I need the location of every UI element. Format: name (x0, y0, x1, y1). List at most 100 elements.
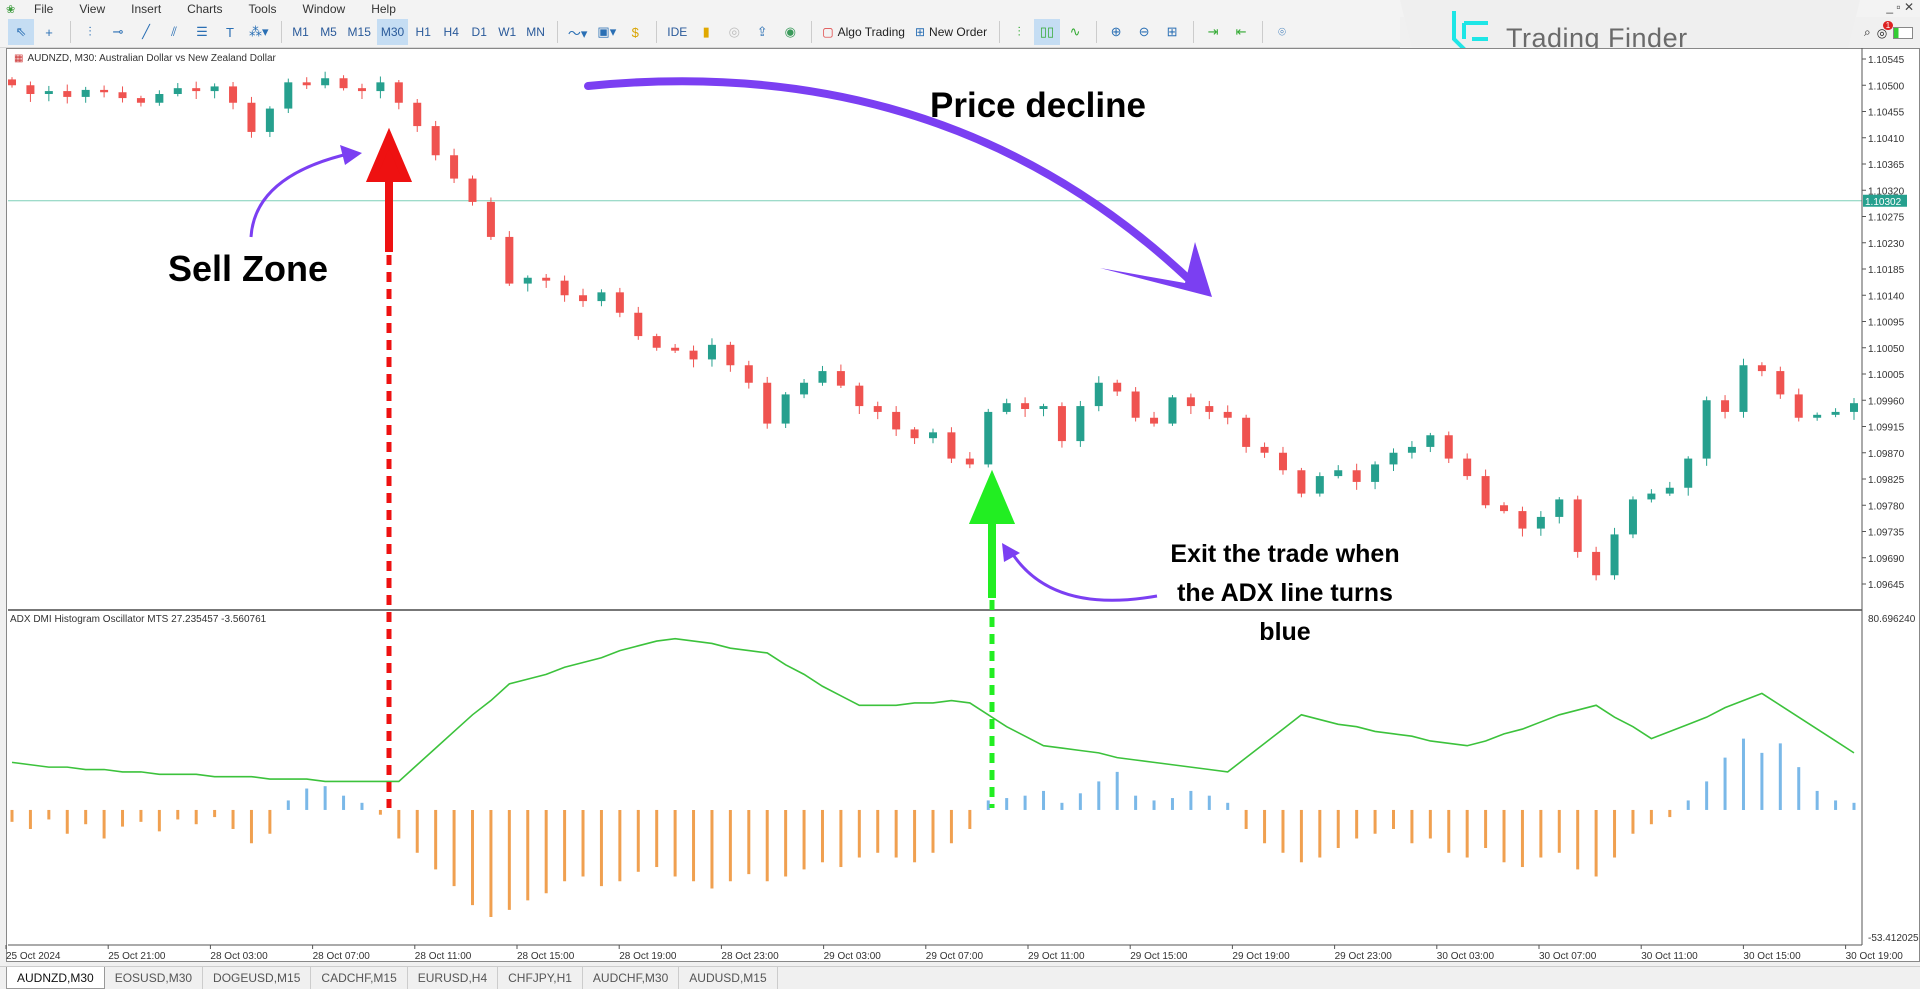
price-tick-label: 1.10275 (1868, 213, 1905, 224)
candle-bear (8, 79, 16, 86)
grid-icon[interactable]: ⊞ (1166, 24, 1178, 39)
candle-bear (1021, 403, 1030, 409)
candlestick-icon[interactable]: ▯▯ (1034, 19, 1061, 45)
chart-tab[interactable]: AUDUSD,M15 (679, 967, 778, 989)
candle-bear (965, 458, 974, 465)
signals-icon[interactable]: $ (631, 24, 639, 40)
candle-bear (910, 429, 919, 439)
ide-button[interactable]: IDE (667, 25, 688, 39)
indicator-tick-label: -53.412025 (1868, 933, 1919, 944)
time-tick-label: 30 Oct 11:00 (1641, 951, 1698, 962)
candle-bear (1150, 417, 1159, 424)
tf-h4[interactable]: H4 (443, 25, 459, 39)
chart-tab[interactable]: EURUSD,H4 (408, 967, 499, 989)
candle-bull (1076, 406, 1085, 442)
candle-bear (1776, 371, 1785, 395)
chart-shift-icon[interactable]: ⇤ (1235, 24, 1247, 39)
toolbar: ⇖ + ⫶ ⊸ ╱ ⫽ ☰ T ⁂▾ M1 M5 M15 M30 H1 H4 D… (0, 17, 1400, 48)
indicators-icon[interactable]: 〜▾ (567, 25, 588, 41)
zoom-out-icon[interactable]: ⊖ (1138, 24, 1150, 39)
tf-w1[interactable]: W1 (498, 25, 517, 39)
candle-bear (1278, 452, 1287, 471)
candle-bear (1721, 400, 1730, 412)
algo-trading-button[interactable]: ▢ Algo Trading (818, 19, 909, 45)
menu-help[interactable]: Help (371, 1, 396, 16)
candle-bear (1260, 446, 1269, 453)
menu-view[interactable]: View (79, 1, 106, 16)
candle-bear (505, 236, 514, 284)
chart-title: ▦ AUDNZD, M30: Australian Dollar vs New Z… (14, 53, 276, 64)
menu-insert[interactable]: Insert (131, 1, 162, 16)
tf-m5[interactable]: M5 (320, 25, 337, 39)
tf-mn[interactable]: MN (526, 25, 545, 39)
search-icon[interactable]: ⌕ (1864, 25, 1871, 39)
tf-m1[interactable]: M1 (292, 25, 309, 39)
time-tick-label: 25 Oct 2024 (6, 951, 61, 962)
candle-bear (1444, 435, 1453, 459)
text-icon[interactable]: T (226, 24, 234, 40)
chart-tab[interactable]: EOSUSD,M30 (105, 967, 204, 989)
notifications-icon[interactable]: ◎ 1 (1877, 20, 1894, 40)
candle-bear (892, 411, 901, 430)
vertical-line-icon[interactable]: ⫶ (88, 24, 92, 39)
candle-bear (634, 312, 643, 337)
crosshair-icon[interactable]: + (45, 24, 53, 40)
menu-charts[interactable]: Charts (187, 1, 223, 16)
candle-bear (1297, 470, 1306, 494)
fibonacci-icon[interactable]: ☰ (196, 24, 208, 39)
menu-file[interactable]: File (34, 1, 54, 16)
channel-icon[interactable]: ⫽ (171, 24, 177, 39)
templates-icon[interactable]: ▣▾ (597, 24, 617, 39)
exit-line-1: Exit the trade when (1170, 540, 1400, 568)
new-order-button[interactable]: ⊞ New Order (911, 19, 991, 45)
algo-trading-label: Algo Trading (837, 25, 905, 39)
chart-tab[interactable]: CADCHF,M15 (311, 967, 408, 989)
chart-tab[interactable]: CHFJPY,H1 (498, 967, 583, 989)
time-tick-label: 29 Oct 23:00 (1335, 951, 1393, 962)
menu-window[interactable]: Window (302, 1, 346, 16)
candle-bear (560, 280, 569, 296)
tf-h1[interactable]: H1 (415, 25, 431, 39)
autoscroll-icon[interactable]: ⇥ (1207, 24, 1219, 39)
horizontal-line-icon[interactable]: ⊸ (112, 24, 124, 39)
tf-m30[interactable]: M30 (376, 19, 409, 45)
price-tick-label: 1.10005 (1868, 370, 1905, 381)
sell-zone-pointer-head-icon (340, 145, 362, 165)
candle-bull (1407, 446, 1416, 453)
candle-bull (1831, 411, 1840, 415)
tf-d1[interactable]: D1 (471, 25, 487, 39)
candle-bull (1536, 516, 1545, 529)
vps-icon[interactable]: ⇪ (756, 24, 768, 39)
zoom-in-icon[interactable]: ⊕ (1110, 24, 1122, 39)
signal-icon[interactable]: ◎ (728, 24, 740, 39)
price-tick-label: 1.10365 (1868, 160, 1905, 171)
candle-bull (1002, 403, 1011, 412)
candle-bull (1702, 400, 1711, 459)
tf-m15[interactable]: M15 (347, 25, 371, 39)
window-controls[interactable]: _ ▫ ✕ (1886, 0, 1914, 14)
candle-bear (136, 98, 145, 103)
screenshot-icon[interactable]: ⌾ (1278, 24, 1286, 39)
price-tick-label: 1.09915 (1868, 423, 1905, 434)
candle-bull (1647, 493, 1656, 500)
candle-bull (210, 86, 219, 92)
community-icon[interactable]: ◉ (784, 24, 796, 39)
bar-chart-icon[interactable]: ⫶ (1017, 24, 1021, 39)
candle-bull (597, 292, 606, 302)
line-chart-icon[interactable]: ∿ (1069, 24, 1081, 39)
candle-bull (1371, 464, 1380, 482)
chart-tab[interactable]: DOGEUSD,M15 (203, 967, 312, 989)
candle-bull (376, 82, 385, 92)
chart-tab[interactable]: AUDCHF,M30 (583, 967, 680, 989)
candle-bear (615, 292, 624, 313)
cursor-icon[interactable]: ⇖ (8, 19, 34, 45)
battery-indicator (1893, 26, 1914, 39)
chart-tab[interactable]: AUDNZD,M30 (6, 967, 105, 989)
shapes-icon[interactable]: ⁂▾ (249, 24, 269, 39)
trendline-icon[interactable]: ╱ (142, 24, 150, 39)
candle-bear (394, 82, 403, 103)
menu-tools[interactable]: Tools (248, 1, 277, 16)
plus-doc-icon: ⊞ (914, 25, 926, 39)
market-icon[interactable]: ▮ (702, 24, 710, 39)
